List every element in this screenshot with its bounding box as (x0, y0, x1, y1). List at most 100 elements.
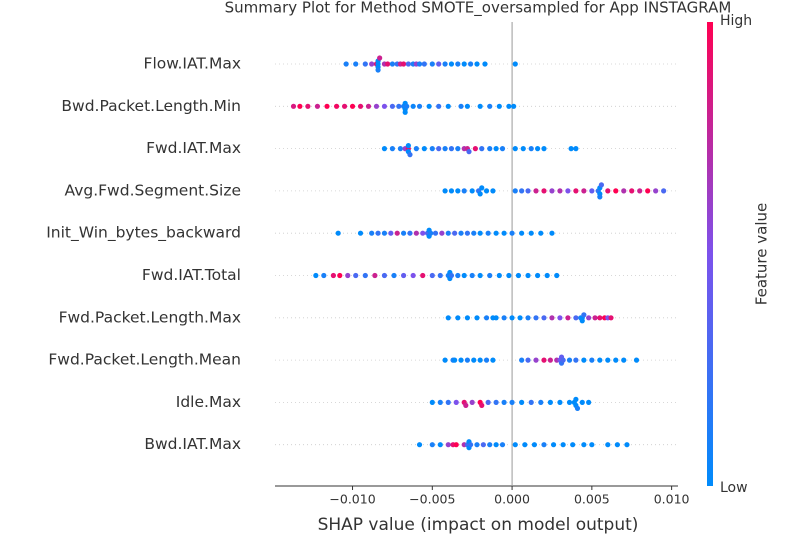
point (479, 402, 485, 408)
point (436, 61, 442, 67)
point (487, 442, 493, 448)
point (506, 272, 512, 279)
point (528, 399, 534, 405)
point (445, 103, 451, 109)
point (377, 55, 383, 61)
point (442, 146, 448, 152)
point (479, 146, 485, 152)
point (621, 188, 627, 194)
point (407, 230, 413, 236)
point (485, 230, 491, 236)
point (429, 399, 435, 405)
point (581, 188, 587, 194)
point (445, 442, 451, 448)
point (381, 146, 388, 152)
point (436, 146, 442, 152)
point (381, 103, 388, 109)
point (525, 188, 531, 194)
point (525, 315, 531, 321)
point (509, 315, 515, 321)
point (362, 61, 368, 67)
point (592, 315, 598, 321)
point (487, 146, 493, 152)
point (464, 357, 471, 363)
point (474, 442, 480, 448)
point (515, 272, 522, 279)
point (321, 272, 327, 279)
point (432, 230, 439, 236)
point (477, 357, 483, 363)
point (547, 357, 553, 363)
point (506, 103, 512, 109)
point (452, 230, 458, 236)
point (389, 103, 396, 109)
point (471, 357, 477, 363)
point (509, 230, 515, 236)
point (477, 272, 483, 279)
point (477, 230, 483, 236)
point (400, 272, 407, 279)
point (535, 272, 541, 279)
point (458, 230, 464, 236)
point (483, 188, 490, 194)
point (330, 272, 336, 279)
point (566, 399, 573, 405)
point (499, 146, 506, 152)
point (493, 442, 499, 448)
point (565, 315, 571, 321)
point (525, 357, 531, 363)
point (420, 272, 426, 279)
point (487, 103, 493, 109)
point (428, 230, 434, 236)
point (573, 146, 579, 152)
x-tick-label: −0.005 (409, 492, 455, 507)
point (464, 315, 471, 321)
point (501, 230, 507, 236)
point (509, 399, 515, 405)
point (565, 188, 571, 194)
point (464, 230, 471, 236)
point (389, 61, 396, 67)
point (455, 272, 461, 279)
point (429, 146, 435, 152)
point (533, 315, 539, 321)
point (549, 315, 555, 321)
point (413, 230, 419, 236)
point (597, 315, 603, 321)
point (472, 146, 478, 152)
point (501, 315, 507, 321)
point (429, 442, 435, 448)
point (490, 357, 496, 363)
point (474, 61, 480, 67)
point (353, 272, 359, 279)
point (455, 315, 461, 321)
point (653, 188, 659, 194)
point (448, 146, 455, 152)
point (574, 405, 581, 411)
point (533, 357, 539, 363)
point (357, 230, 364, 236)
point (586, 315, 592, 321)
point (416, 442, 423, 448)
point (589, 357, 595, 363)
point (490, 188, 496, 194)
point (381, 272, 388, 279)
point (290, 103, 297, 109)
point (519, 399, 525, 405)
point (512, 188, 518, 194)
point (560, 357, 566, 363)
point (461, 61, 467, 67)
colorbar-low-label: Low (720, 480, 748, 496)
x-axis-label: SHAP value (impact on model output) (318, 515, 639, 535)
point (512, 146, 518, 152)
point (369, 230, 375, 236)
point (485, 399, 491, 405)
point (519, 357, 525, 363)
point (421, 146, 427, 152)
point (305, 103, 311, 109)
point (436, 103, 442, 109)
point (605, 188, 611, 194)
y-tick-label: Fwd.IAT.Total (142, 266, 241, 284)
point (549, 230, 555, 236)
